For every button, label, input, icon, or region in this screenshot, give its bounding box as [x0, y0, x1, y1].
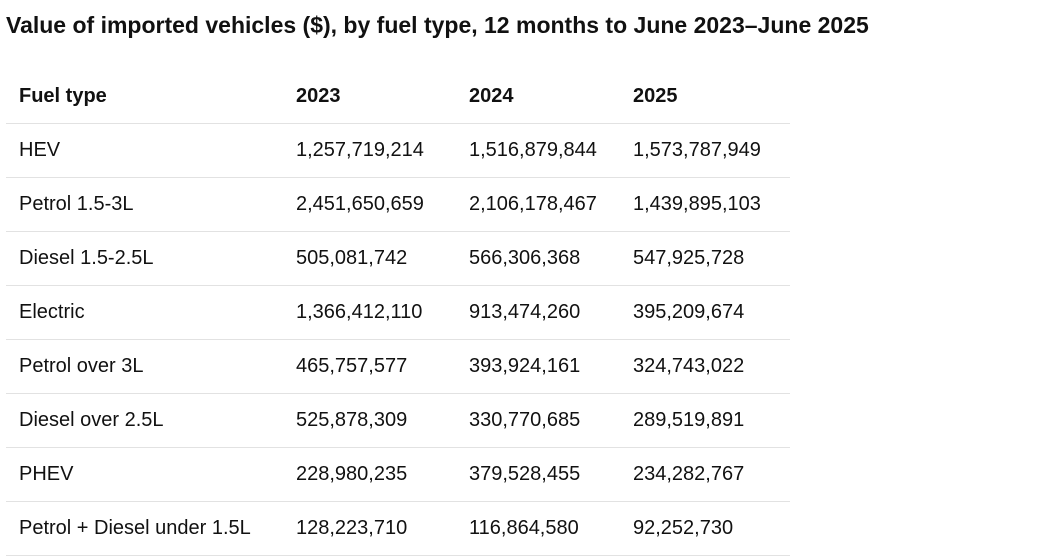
value-cell-2023: 1,366,412,110	[289, 285, 462, 340]
table-row: PHEV 228,980,235 379,528,455 234,282,767	[6, 447, 790, 502]
value-cell-2024: 330,770,685	[462, 393, 626, 448]
value-cell-2024: 1,516,879,844	[462, 123, 626, 178]
value-cell-2024: 2,106,178,467	[462, 177, 626, 232]
fuel-type-cell: PHEV	[6, 447, 289, 502]
fuel-type-cell: Electric	[6, 285, 289, 340]
table-row: Electric 1,366,412,110 913,474,260 395,2…	[6, 285, 790, 340]
chart-title: Value of imported vehicles ($), by fuel …	[6, 12, 869, 38]
value-cell-2023: 228,980,235	[289, 447, 462, 502]
column-header-2024: 2024	[462, 70, 626, 124]
value-cell-2023: 465,757,577	[289, 339, 462, 394]
table-row: Petrol + Diesel under 1.5L 128,223,710 1…	[6, 501, 790, 556]
table-row: Diesel over 2.5L 525,878,309 330,770,685…	[6, 393, 790, 448]
value-cell-2025: 324,743,022	[626, 339, 790, 394]
fuel-type-cell: Petrol over 3L	[6, 339, 289, 394]
column-header-fuel-type: Fuel type	[6, 70, 289, 124]
value-cell-2025: 289,519,891	[626, 393, 790, 448]
value-cell-2025: 92,252,730	[626, 501, 790, 556]
fuel-type-cell: Petrol + Diesel under 1.5L	[6, 501, 289, 556]
fuel-type-cell: HEV	[6, 123, 289, 178]
value-cell-2025: 547,925,728	[626, 231, 790, 286]
value-cell-2025: 1,439,895,103	[626, 177, 790, 232]
value-cell-2024: 566,306,368	[462, 231, 626, 286]
value-cell-2023: 128,223,710	[289, 501, 462, 556]
table-header: Fuel type 2023 2024 2025	[6, 70, 790, 124]
value-cell-2023: 1,257,719,214	[289, 123, 462, 178]
column-header-2025: 2025	[626, 70, 790, 124]
table-row: Petrol 1.5-3L 2,451,650,659 2,106,178,46…	[6, 177, 790, 232]
table-body: HEV 1,257,719,214 1,516,879,844 1,573,78…	[6, 123, 790, 556]
value-cell-2024: 913,474,260	[462, 285, 626, 340]
header-row: Fuel type 2023 2024 2025	[6, 70, 790, 124]
column-header-2023: 2023	[289, 70, 462, 124]
value-cell-2023: 2,451,650,659	[289, 177, 462, 232]
value-cell-2025: 395,209,674	[626, 285, 790, 340]
table-row: Diesel 1.5-2.5L 505,081,742 566,306,368 …	[6, 231, 790, 286]
fuel-type-cell: Diesel 1.5-2.5L	[6, 231, 289, 286]
data-table: Fuel type 2023 2024 2025 HEV 1,257,719,2…	[6, 70, 790, 556]
value-cell-2025: 1,573,787,949	[626, 123, 790, 178]
fuel-type-cell: Diesel over 2.5L	[6, 393, 289, 448]
value-cell-2024: 379,528,455	[462, 447, 626, 502]
table-row: HEV 1,257,719,214 1,516,879,844 1,573,78…	[6, 123, 790, 178]
value-cell-2024: 393,924,161	[462, 339, 626, 394]
table-row: Petrol over 3L 465,757,577 393,924,161 3…	[6, 339, 790, 394]
value-cell-2024: 116,864,580	[462, 501, 626, 556]
value-cell-2023: 505,081,742	[289, 231, 462, 286]
fuel-type-cell: Petrol 1.5-3L	[6, 177, 289, 232]
value-cell-2023: 525,878,309	[289, 393, 462, 448]
value-cell-2025: 234,282,767	[626, 447, 790, 502]
